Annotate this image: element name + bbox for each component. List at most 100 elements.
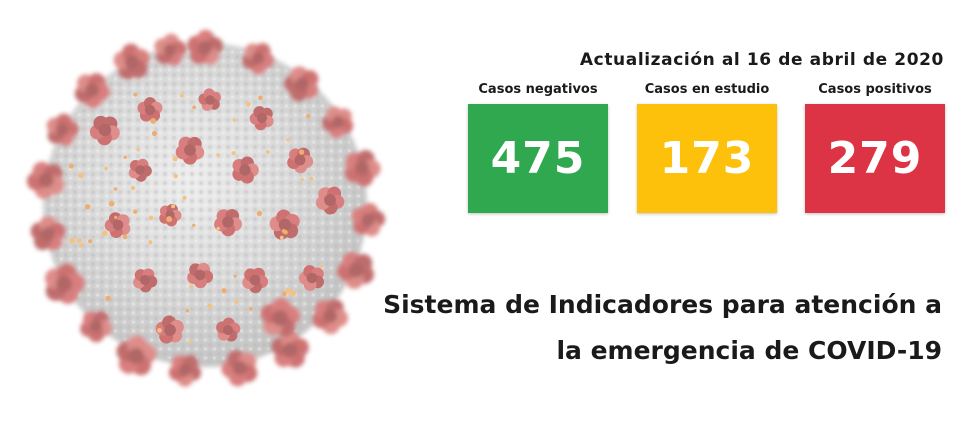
- spike-protein: [175, 136, 205, 165]
- virus-particle-dot: [300, 178, 304, 182]
- spike-protein: [321, 106, 354, 138]
- virus-particle-dot: [182, 195, 187, 200]
- spike-protein: [344, 150, 381, 187]
- spike-protein: [30, 216, 66, 251]
- spike-protein: [74, 73, 110, 108]
- virus-particle-dot: [105, 295, 112, 302]
- virus-particle-dot: [179, 93, 184, 98]
- page-title-line-1: Sistema de Indicadores para atención a: [383, 290, 942, 319]
- update-date-text: Actualización al 16 de abril de 2020: [579, 50, 944, 70]
- virus-particle-dot: [171, 204, 176, 209]
- spike-protein: [298, 265, 325, 291]
- virus-particle-dot: [68, 163, 74, 169]
- virus-particle-dot: [216, 153, 220, 157]
- spike-protein: [168, 355, 202, 387]
- spike-protein: [315, 186, 345, 215]
- spike-protein: [242, 267, 269, 294]
- indicator-cases-under-study: Casos en estudio 173: [637, 80, 777, 213]
- virus-particle-dot: [285, 287, 292, 294]
- virus-particle-dot: [290, 290, 296, 297]
- spike-protein: [187, 29, 223, 65]
- indicator-positive-cases: Casos positivos 279: [805, 80, 945, 213]
- spike-protein: [198, 88, 221, 111]
- spike-protein: [104, 212, 131, 239]
- virus-particle-dot: [258, 95, 263, 101]
- indicator-label: Casos positivos: [818, 82, 932, 97]
- virus-particle-dot: [172, 156, 178, 162]
- indicator-value-box: 475: [468, 104, 608, 213]
- indicator-label: Casos negativos: [478, 82, 598, 97]
- spike-protein: [249, 106, 274, 131]
- virus-particle-dot: [265, 150, 270, 154]
- spike-protein: [287, 147, 314, 174]
- virus-particle-dot: [150, 118, 157, 124]
- virus-particle-dot: [88, 239, 93, 244]
- virus-particle-dot: [248, 307, 253, 311]
- virus-particle-dot: [286, 138, 290, 142]
- indicator-value-box: 173: [637, 104, 777, 213]
- virus-particle-dot: [122, 234, 128, 240]
- virus-particle-dot: [133, 209, 138, 214]
- spike-protein: [216, 317, 241, 342]
- virus-particle-dot: [306, 114, 311, 119]
- virus-particle-dot: [245, 101, 251, 107]
- virus-particle-dot: [148, 215, 154, 221]
- spike-protein: [46, 113, 79, 146]
- virus-particle-dot: [207, 303, 213, 309]
- spike-protein: [89, 115, 120, 146]
- spike-protein: [26, 161, 64, 200]
- virus-particle-dot: [123, 155, 127, 159]
- coronavirus-illustration: [0, 0, 430, 423]
- spike-protein: [260, 297, 300, 337]
- indicator-negative-cases: Casos negativos 475: [468, 80, 608, 213]
- spike-protein: [137, 97, 163, 122]
- virus-particle-dot: [256, 210, 262, 216]
- spike-protein: [232, 156, 259, 184]
- virus-particle-dot: [151, 130, 158, 137]
- virus-particle-dot: [234, 299, 239, 304]
- virus-particle-dot: [133, 92, 138, 97]
- virus-particle-dot: [279, 235, 284, 240]
- spike-protein: [337, 251, 374, 289]
- virus-particle-dot: [114, 215, 118, 219]
- spike-protein: [269, 209, 300, 240]
- virus-particle-dot: [281, 291, 287, 297]
- virus-particle-dot: [185, 308, 190, 313]
- virus-particle-dot: [192, 223, 196, 227]
- virus-particle-dot: [113, 187, 118, 191]
- virus-particle-dot: [84, 204, 91, 210]
- spike-protein: [187, 262, 214, 289]
- virus-particle-dot: [148, 240, 153, 245]
- spike-protein: [351, 202, 386, 237]
- indicator-value-box: 279: [805, 104, 945, 213]
- spike-protein: [154, 33, 187, 66]
- spike-protein: [155, 315, 184, 344]
- virus-particle-dot: [136, 147, 140, 152]
- virus-particle-dot: [319, 264, 323, 268]
- virus-particle-dot: [173, 173, 178, 179]
- virus-particle-dot: [281, 229, 286, 234]
- virus-particle-dot: [130, 185, 136, 191]
- spike-protein: [133, 268, 158, 293]
- spike-protein: [128, 158, 152, 182]
- virus-particle-dot: [101, 230, 108, 237]
- page-title-line-2: la emergencia de COVID-19: [556, 336, 942, 365]
- spike-protein: [312, 299, 349, 335]
- spike-protein: [221, 350, 258, 387]
- virus-particle-dot: [69, 237, 75, 244]
- spike-protein: [113, 43, 150, 80]
- spike-protein: [80, 311, 113, 343]
- virus-particle-dot: [192, 105, 197, 110]
- virus-particle-dot: [233, 274, 237, 278]
- virus-particle-dot: [79, 243, 84, 248]
- spike-protein: [284, 66, 319, 102]
- indicator-label: Casos en estudio: [644, 82, 770, 97]
- virus-particle-dot: [104, 166, 108, 171]
- virus-particle-dot: [108, 200, 115, 207]
- virus-particle-dot: [189, 339, 193, 343]
- virus-particle-dot: [166, 216, 173, 223]
- spike-protein: [44, 263, 85, 304]
- coronavirus-icon: [0, 0, 430, 423]
- virus-particle-dot: [231, 151, 236, 156]
- spike-protein: [116, 335, 157, 376]
